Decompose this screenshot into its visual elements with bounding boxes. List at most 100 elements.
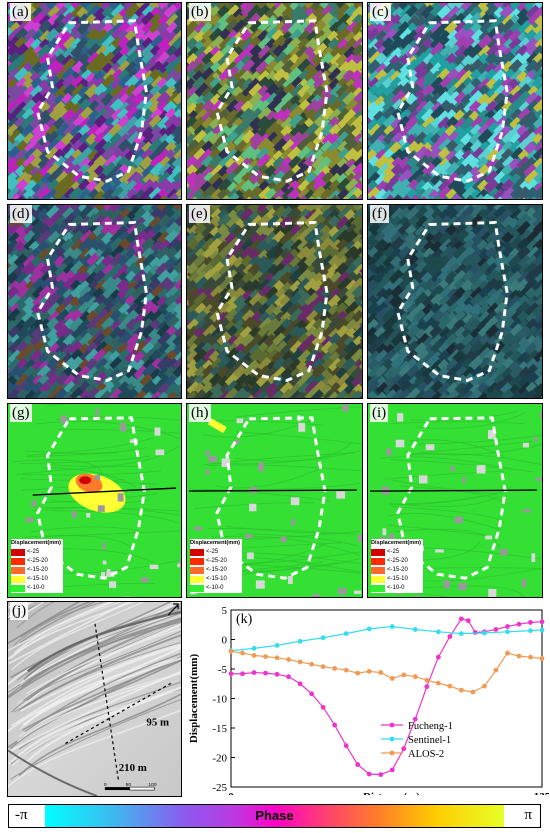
phase-pixel [368, 116, 373, 130]
phase-pixel [141, 205, 155, 214]
phase-pixel [272, 374, 285, 387]
phase-pixel [8, 70, 12, 84]
phase-pixel [187, 225, 191, 238]
phase-pixel [209, 77, 223, 91]
phase-pixel [516, 220, 532, 236]
phase-pixel [187, 359, 198, 371]
phase-pixel [477, 128, 494, 145]
phase-pixel [288, 155, 301, 169]
phase-pixel [141, 363, 157, 378]
phase-pixel [368, 148, 379, 163]
phase-pixel [38, 186, 52, 199]
phase-pixel [438, 366, 450, 379]
data-point [482, 683, 487, 689]
phase-pixel [38, 300, 54, 316]
phase-pixel [399, 163, 413, 177]
phase-pixel [532, 284, 542, 298]
phase-pixel [382, 170, 398, 186]
phase-pixel [173, 381, 181, 396]
phase-pixel [311, 99, 325, 113]
phase-pixel [390, 236, 405, 251]
phase-pixel [525, 51, 540, 66]
phase-pixel [523, 389, 538, 398]
phase-pixel [469, 6, 481, 18]
phase-pixel [368, 179, 373, 193]
phase-pixel [460, 254, 475, 268]
phase-pixel [8, 109, 22, 125]
phase-pixel [509, 185, 526, 199]
phase-pixel [518, 254, 532, 268]
phase-pixel [233, 99, 247, 113]
phase-pixel [271, 134, 284, 146]
phase-pixel [101, 276, 116, 290]
phase-pixel [265, 205, 277, 212]
phase-pixel [8, 43, 20, 57]
phase-pixel [231, 224, 243, 236]
phase-pixel [311, 185, 327, 199]
phase-pixel [8, 187, 13, 199]
phase-pixel [140, 349, 156, 365]
phase-pixel [422, 76, 435, 90]
phase-pixel [256, 205, 272, 215]
phase-pixel [55, 358, 68, 371]
phase-pixel [37, 156, 52, 171]
phase-pixel [374, 38, 386, 50]
phase-pixel [141, 186, 157, 199]
phase-pixel [174, 221, 181, 237]
phase-pixel [501, 205, 517, 214]
phase-pixel [101, 310, 116, 324]
data-point [505, 624, 510, 629]
phase-pixel [515, 324, 533, 342]
phase-pixel [327, 374, 340, 387]
phase-pixel [240, 303, 253, 317]
phase-pixel [509, 391, 524, 398]
phase-pixel [390, 331, 406, 347]
legend-item: <-10-0 [190, 584, 242, 593]
phase-pixel [343, 229, 358, 244]
phase-pixel [502, 223, 516, 238]
phase-pixel [232, 387, 248, 398]
phase-pixel [132, 133, 146, 146]
phase-pixel [233, 169, 248, 185]
phase-pixel [46, 328, 60, 342]
phase-pixel [374, 326, 387, 339]
phase-pixel [343, 295, 357, 309]
phase-pixel [437, 381, 453, 397]
displacement-legend-h: Displacement(mm) <-25 <-25-20 <-15-20 <-… [190, 539, 242, 593]
phase-pixel [187, 30, 200, 44]
phase-pixel [468, 130, 484, 146]
phase-pixel [423, 20, 439, 36]
phase-pixel [8, 293, 23, 310]
phase-pixel [249, 169, 266, 186]
panel-label-e: (e) [189, 205, 210, 223]
phase-pixel [62, 108, 78, 124]
phase-pixel [436, 125, 449, 138]
phase-pixel [398, 53, 412, 67]
phase-pixel [368, 365, 374, 382]
phase-pixel [297, 83, 314, 100]
phase-pixel [502, 3, 518, 11]
legend-label: <-25-20 [387, 558, 408, 564]
phase-pixel [279, 343, 295, 358]
phase-pixel [430, 35, 446, 52]
phase-pixel [100, 146, 115, 161]
phase-pixel [501, 129, 517, 146]
phase-pixel [249, 347, 264, 363]
legend-item: <-15-20 [371, 566, 423, 575]
phase-pixel [437, 131, 450, 144]
phase-pixel [383, 28, 398, 43]
phase-pixel [150, 342, 164, 356]
phase-pixel [172, 22, 181, 38]
phase-pixel [187, 230, 193, 245]
phase-pixel [414, 145, 429, 160]
phase-pixel [123, 309, 140, 326]
phase-pixel [8, 271, 20, 286]
phase-pixel [406, 324, 421, 339]
phase-pixel [86, 77, 99, 89]
data-point [320, 664, 326, 670]
phase-pixel [414, 52, 428, 66]
phase-pixel [534, 319, 542, 332]
phase-pixel [368, 379, 380, 394]
phase-pixel [148, 114, 162, 128]
phase-pixel [158, 61, 171, 74]
